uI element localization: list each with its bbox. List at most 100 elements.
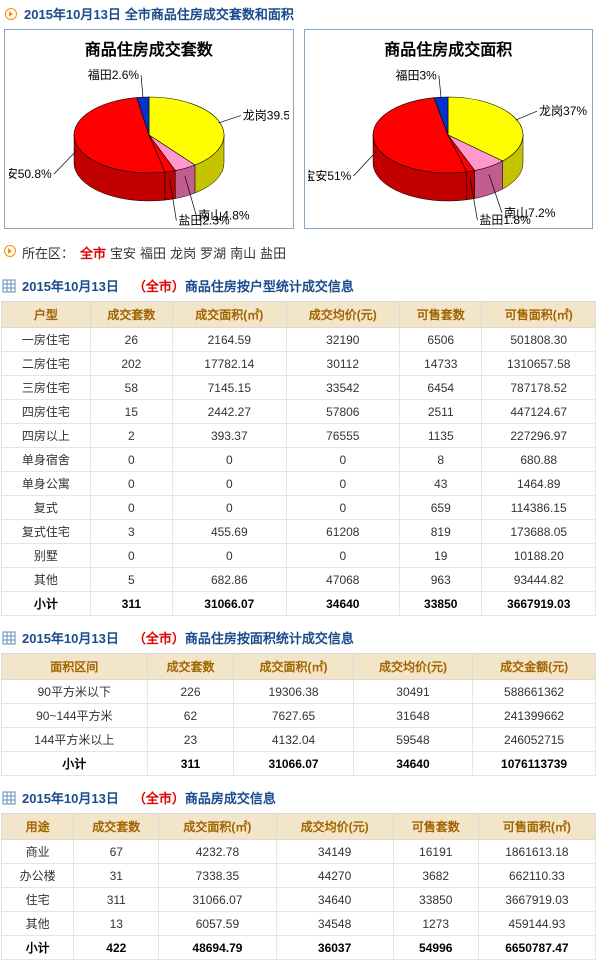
table-row: 其他5682.864706896393444.82	[2, 568, 596, 592]
table-header-cell: 户型	[2, 302, 91, 328]
table1-date: 2015年10月13日	[22, 276, 119, 295]
table-cell: 31066.07	[234, 752, 353, 776]
table-cell: 办公楼	[2, 864, 74, 888]
table-cell: 455.69	[173, 520, 286, 544]
table-header-cell: 成交面积(㎡)	[159, 814, 276, 840]
header-title: 全市商品住房成交套数和面积	[125, 4, 294, 23]
table-cell: 16191	[393, 840, 478, 864]
region-item[interactable]: 罗湖	[200, 246, 226, 261]
table-cell: 226	[147, 680, 234, 704]
table-cell: 2442.27	[173, 400, 286, 424]
table-cell: 963	[400, 568, 482, 592]
table-cell: 8	[400, 448, 482, 472]
table-cell: 34149	[276, 840, 393, 864]
table-cell: 1464.89	[482, 472, 596, 496]
table-cell: 四房住宅	[2, 400, 91, 424]
table-cell: 3667919.03	[478, 888, 595, 912]
table-header-cell: 成交套数	[90, 302, 172, 328]
pie-slice-label: 龙岗39.5%	[243, 109, 289, 123]
table-cell: 6650787.47	[478, 936, 595, 960]
region-item[interactable]: 宝安	[110, 246, 136, 261]
table-cell: 47068	[286, 568, 399, 592]
table-cell: 680.88	[482, 448, 596, 472]
table-cell: 144平方米以上	[2, 728, 148, 752]
table-cell: 7145.15	[173, 376, 286, 400]
table-cell: 311	[90, 592, 172, 616]
table-cell: 36037	[276, 936, 393, 960]
table-cell: 0	[286, 496, 399, 520]
table-cell: 2	[90, 424, 172, 448]
region-item[interactable]: 龙岗	[170, 246, 196, 261]
table-cell: 57806	[286, 400, 399, 424]
table-header-cell: 可售套数	[400, 302, 482, 328]
table-cell: 4132.04	[234, 728, 353, 752]
region-item[interactable]: 全市	[80, 246, 106, 261]
table-cell: 其他	[2, 912, 74, 936]
table-cell: 小计	[2, 936, 74, 960]
table-cell: 0	[286, 544, 399, 568]
table-header-cell: 可售套数	[393, 814, 478, 840]
table-cell: 0	[90, 448, 172, 472]
table-header-cell: 成交金额(元)	[473, 654, 596, 680]
table-cell: 复式住宅	[2, 520, 91, 544]
table-cell: 17782.14	[173, 352, 286, 376]
table-header-cell: 成交面积(㎡)	[234, 654, 353, 680]
table-cell: 6057.59	[159, 912, 276, 936]
table-cell: 1310657.58	[482, 352, 596, 376]
table-cell: 76555	[286, 424, 399, 448]
table-cell: 61208	[286, 520, 399, 544]
region-item[interactable]: 福田	[140, 246, 166, 261]
table-cell: 四房以上	[2, 424, 91, 448]
table-cell: 33850	[400, 592, 482, 616]
table-cell: 31066.07	[159, 888, 276, 912]
table-cell: 787178.52	[482, 376, 596, 400]
table-cell: 14733	[400, 352, 482, 376]
table-cell: 682.86	[173, 568, 286, 592]
table-row: 复式000659114386.15	[2, 496, 596, 520]
table-cell: 0	[90, 544, 172, 568]
table-cell: 5	[90, 568, 172, 592]
pie-chart-right: 龙岗37%南山7.2%盐田1.8%宝安51%福田3%	[308, 60, 588, 228]
table-cell: 588661362	[473, 680, 596, 704]
table-cell: 202	[90, 352, 172, 376]
table-cell: 0	[173, 496, 286, 520]
table-cell: 19	[400, 544, 482, 568]
table-cell: 7627.65	[234, 704, 353, 728]
pie-slice-label: 龙岗37%	[539, 104, 587, 118]
grid-icon	[2, 631, 16, 645]
table-cell: 34640	[353, 752, 472, 776]
table-cell: 59548	[353, 728, 472, 752]
chart-left-title: 商品住房成交套数	[5, 30, 293, 60]
arrow-right-icon	[4, 245, 16, 260]
region-selector: 所在区： 全市宝安福田龙岗罗湖南山盐田	[0, 237, 597, 272]
table-cell: 2511	[400, 400, 482, 424]
table-cell: 48694.79	[159, 936, 276, 960]
table-cell: 173688.05	[482, 520, 596, 544]
table-cell: 422	[74, 936, 159, 960]
table-cell: 0	[90, 496, 172, 520]
region-item[interactable]: 盐田	[260, 246, 286, 261]
table-cell: 501808.30	[482, 328, 596, 352]
table-cell: 19306.38	[234, 680, 353, 704]
table-cell: 13	[74, 912, 159, 936]
grid-icon	[2, 791, 16, 805]
table-cell: 241399662	[473, 704, 596, 728]
table-header-cell: 成交均价(元)	[353, 654, 472, 680]
table-cell: 一房住宅	[2, 328, 91, 352]
region-item[interactable]: 南山	[230, 246, 256, 261]
charts-row: 商品住房成交套数 龙岗39.5%南山4.8%盐田2.3%宝安50.8%福田2.6…	[0, 27, 597, 237]
table-header-cell: 成交套数	[147, 654, 234, 680]
pie-slice-label: 福田3%	[396, 67, 438, 82]
table2-date: 2015年10月13日	[22, 628, 119, 647]
table-cell: 1861613.18	[478, 840, 595, 864]
table-cell: 3	[90, 520, 172, 544]
table-cell: 其他	[2, 568, 91, 592]
table-cell: 58	[90, 376, 172, 400]
table-row: 复式住宅3455.6961208819173688.05	[2, 520, 596, 544]
table1-scope: （全市）	[133, 276, 185, 295]
table-cell: 7338.35	[159, 864, 276, 888]
table-cell: 31	[74, 864, 159, 888]
table-cell: 小计	[2, 592, 91, 616]
table-header-cell: 成交套数	[74, 814, 159, 840]
table-row: 二房住宅20217782.1430112147331310657.58	[2, 352, 596, 376]
